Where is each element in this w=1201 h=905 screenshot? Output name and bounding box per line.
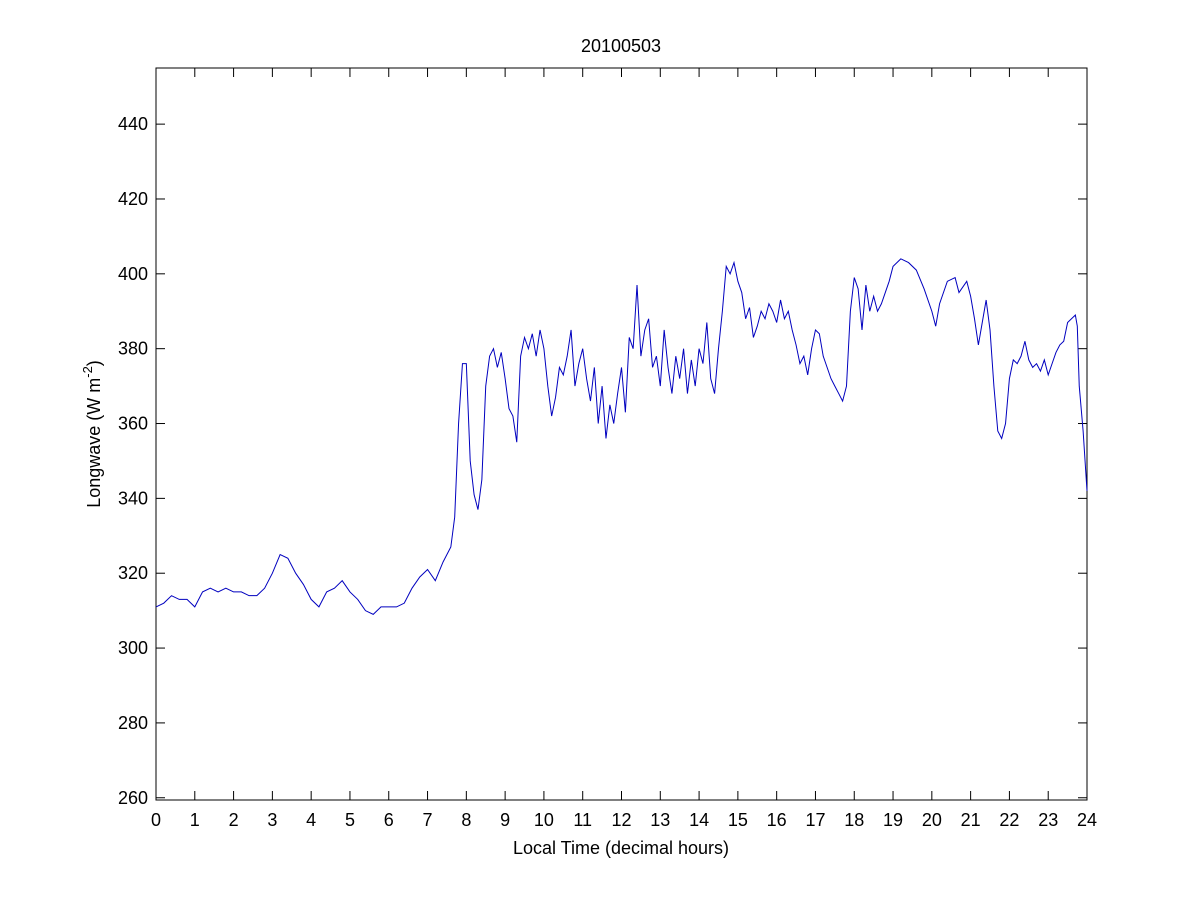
x-tick-label: 15 [728,810,748,830]
y-axis-label-suffix: ) [84,360,104,366]
y-axis-label-sup: -2 [80,366,95,378]
x-tick-label: 11 [573,810,592,830]
x-tick-label: 19 [883,810,903,830]
x-tick-label: 17 [805,810,825,830]
x-tick-label: 9 [500,810,510,830]
x-tick-label: 1 [190,810,200,830]
x-tick-label: 5 [345,810,355,830]
x-tick-label: 24 [1077,810,1097,830]
chart-title: 20100503 [581,36,661,56]
x-tick-label: 16 [767,810,787,830]
x-tick-label: 4 [306,810,316,830]
y-tick-label: 280 [118,713,148,733]
x-tick-label: 13 [650,810,670,830]
x-tick-label: 7 [423,810,433,830]
x-tick-label: 23 [1038,810,1058,830]
x-tick-label: 20 [922,810,942,830]
x-tick-label: 3 [267,810,277,830]
data-line [155,258,1088,615]
y-tick-label: 320 [118,563,148,583]
x-tick-label: 10 [534,810,554,830]
y-tick-label: 360 [118,414,148,434]
x-tick-label: 8 [461,810,471,830]
y-tick-label: 380 [118,339,148,359]
x-tick-label: 21 [961,810,981,830]
y-axis-label: Longwave (W m-2) [80,360,104,508]
x-tick-label: 0 [151,810,161,830]
x-tick-label: 22 [999,810,1019,830]
x-tick-label: 14 [689,810,709,830]
x-tick-label: 12 [611,810,631,830]
y-tick-label: 420 [118,189,148,209]
x-axis-label: Local Time (decimal hours) [513,838,729,858]
y-tick-label: 440 [118,114,148,134]
y-tick-label: 400 [118,264,148,284]
y-tick-label: 300 [118,638,148,658]
y-axis-label-text: Longwave (W m [84,378,104,508]
y-tick-label: 340 [118,488,148,508]
y-tick-label: 260 [118,788,148,808]
x-tick-label: 6 [384,810,394,830]
plot-frame [155,67,1088,801]
x-tick-label: 18 [844,810,864,830]
x-tick-label: 2 [229,810,239,830]
